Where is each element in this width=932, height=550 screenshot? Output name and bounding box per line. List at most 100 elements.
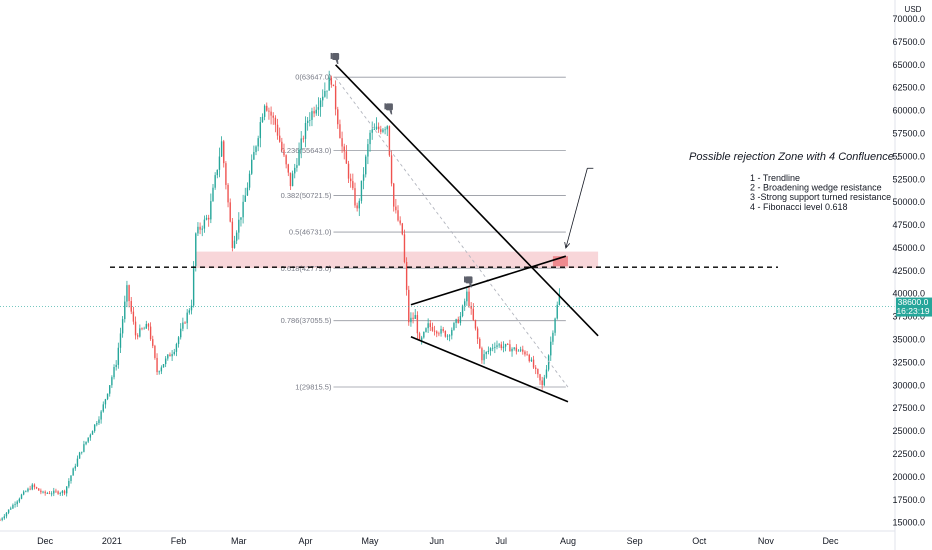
candle-body [524,351,526,355]
candle-body [128,285,130,302]
candle-body [291,173,294,187]
candle-body [408,289,410,323]
candle-body [470,306,472,309]
time-tick-label: 2021 [102,536,122,546]
candle-body [522,349,524,352]
candle-body [113,367,115,378]
candle-body [491,347,494,349]
candle-body [483,354,485,361]
time-tick-label: Sep [627,536,643,546]
candle-body [223,141,225,164]
candle-body [27,488,29,492]
candle-body [412,317,414,319]
price-tick-label: 25000.0 [892,426,925,436]
thumbs-down-icon [330,52,340,64]
candle-body [395,206,397,211]
candle-body [115,364,117,368]
candle-body [162,364,165,368]
confluence-box [552,256,568,267]
price-tick-label: 47500.0 [892,220,925,230]
candle-body [59,492,61,494]
candle-body [104,399,107,405]
candle-body [528,354,530,362]
candle-body [476,328,479,339]
candle-body [220,141,223,157]
candle-body [283,149,285,156]
candle-body [349,178,352,182]
candle-body [119,333,122,348]
candle-body [259,122,262,139]
candle-body [244,195,246,202]
candle-body [1,518,3,520]
candle-body [429,323,431,328]
candle-body [440,328,442,334]
candle-body [296,165,298,168]
time-tick-label: Jun [429,536,444,546]
candle-body [504,343,507,347]
candle-body [248,173,251,188]
thumbs-down-icon [464,276,473,288]
candle-body [479,338,481,349]
candle-body [311,111,313,120]
candle-body [242,201,244,218]
candle-body [319,100,322,108]
candle-body [414,315,416,319]
candle-body [44,491,46,494]
candle-body [281,141,283,150]
candle-body [50,493,53,495]
candle-body [143,328,145,330]
candle-body [377,126,380,130]
resistance-zone [195,251,599,269]
candle-body [339,124,341,139]
candle-body [111,377,113,386]
candle-body [7,509,10,513]
candle-body [156,357,158,373]
candle-body [276,124,279,136]
time-tick-label: Mar [231,536,247,546]
candle-body [266,105,268,111]
candle-body [12,504,14,509]
candle-body [263,105,266,117]
candle-body [16,501,18,505]
candle-body [0,519,1,521]
candle-body [147,323,150,327]
candle-body [509,344,511,352]
candle-body [57,491,59,494]
price-tick-label: 50000.0 [892,197,925,207]
price-tick-label: 67500.0 [892,37,925,47]
time-tick-label: Feb [171,536,187,546]
candle-body [399,220,401,224]
arrow-head [564,241,571,249]
candle-body [324,91,326,97]
candle-body [343,146,345,152]
last-price-tag [896,297,932,317]
candle-body [405,262,408,290]
candle-body [330,77,333,85]
candle-body [48,493,51,494]
candle-body [238,219,240,233]
candle-body [89,434,92,438]
candle-body [362,174,365,181]
candle-body [401,223,404,235]
candle-body [154,345,156,358]
candle-body [68,480,70,487]
candle-body [556,304,558,319]
annotation-title: Possible rejection Zone with 4 Confluenc… [689,151,900,163]
price-tick-label: 17500.0 [892,495,925,505]
candle-body [337,109,339,125]
candle-body [530,359,533,362]
candle-body [328,77,330,91]
candle-body [375,126,378,130]
candle-body [427,323,429,329]
thumbs-down-thumb [389,110,393,115]
thumbs-down-cuff [384,103,387,110]
candle-body [167,354,169,359]
price-tick-label: 57500.0 [892,128,925,138]
candle-body [526,354,528,356]
candle-body [253,152,255,160]
thumbs-down-thumb [335,59,339,64]
candle-body [498,344,500,346]
fibonacci-retracement: 0(63647.0) 0.236(55643.0) 0.382(50721.5) 0.… [281,73,566,391]
candle-body [85,441,87,445]
